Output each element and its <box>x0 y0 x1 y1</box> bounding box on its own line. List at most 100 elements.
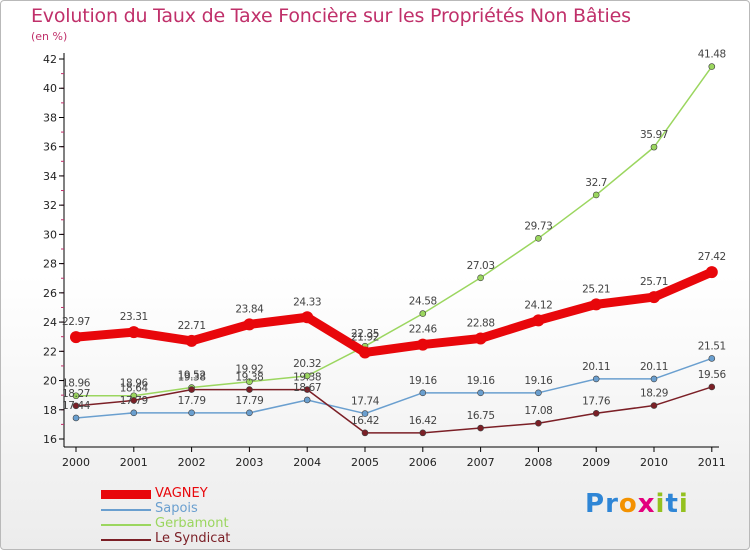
data-label: 17.79 <box>235 395 263 407</box>
y-tick-label: 18 <box>43 404 57 417</box>
data-point <box>246 386 253 393</box>
data-label: 17.76 <box>582 395 611 407</box>
legend-swatch <box>101 490 151 499</box>
data-label: 19.38 <box>293 372 321 384</box>
data-point <box>359 346 371 359</box>
data-point <box>590 298 603 311</box>
legend-item: VAGNEY <box>101 486 301 502</box>
y-tick-label: 16 <box>43 433 57 446</box>
data-label: 29.73 <box>524 220 552 232</box>
data-point <box>246 378 253 386</box>
y-tick-label: 24 <box>43 316 57 329</box>
data-label: 19.16 <box>409 375 438 387</box>
data-point <box>592 409 600 417</box>
data-label: 25.71 <box>640 276 668 288</box>
data-label: 19.16 <box>524 375 553 387</box>
data-point <box>303 396 311 404</box>
data-point <box>361 410 369 417</box>
x-tick-label: 2005 <box>351 456 379 469</box>
data-point <box>188 386 195 393</box>
y-tick-label: 22 <box>43 345 57 358</box>
logo-letter: r <box>605 489 619 519</box>
data-label: 18.29 <box>640 388 668 400</box>
y-tick-label: 42 <box>43 53 57 66</box>
data-point <box>303 372 311 380</box>
y-tick-label: 36 <box>43 141 57 154</box>
data-label: 35.97 <box>640 129 668 141</box>
data-point <box>474 332 487 345</box>
data-label: 17.79 <box>120 395 148 407</box>
data-label: 21.92 <box>351 331 379 343</box>
legend-label: Sapois <box>155 501 198 516</box>
proxiti-logo: Proxiti <box>585 489 689 519</box>
data-label: 16.42 <box>351 415 379 427</box>
data-point <box>127 326 140 339</box>
data-point <box>130 397 138 404</box>
x-tick-label: 2011 <box>698 456 726 469</box>
data-label: 22.35 <box>351 328 379 340</box>
data-label: 16.42 <box>409 415 437 427</box>
data-point <box>532 314 545 327</box>
data-label: 17.79 <box>178 395 206 407</box>
series-line-le-syndicat <box>75 386 713 434</box>
data-label: 41.48 <box>698 49 726 61</box>
x-tick-label: 2002 <box>178 456 206 469</box>
logo-letter: o <box>618 489 638 519</box>
legend-swatch <box>101 524 151 526</box>
data-label: 19.38 <box>178 372 206 384</box>
data-point <box>361 429 369 437</box>
x-tick-label: 2000 <box>62 456 90 469</box>
data-point <box>419 429 427 437</box>
data-point <box>477 274 484 282</box>
data-point <box>592 375 600 383</box>
y-tick-label: 38 <box>43 111 57 124</box>
x-tick-label: 2008 <box>524 456 552 469</box>
legend-swatch <box>101 509 151 511</box>
data-point <box>70 331 82 344</box>
data-label: 16.75 <box>467 410 495 422</box>
data-label: 24.58 <box>409 296 437 308</box>
data-label: 18.27 <box>62 388 90 400</box>
y-tick-label: 28 <box>43 258 57 271</box>
data-label: 21.51 <box>698 340 726 352</box>
data-point <box>301 311 314 324</box>
data-point <box>708 63 716 70</box>
data-label: 19.92 <box>235 364 263 376</box>
logo-letter: t <box>665 489 679 519</box>
x-tick-label: 2007 <box>467 456 495 469</box>
data-label: 27.42 <box>698 251 726 263</box>
data-point <box>188 409 195 417</box>
data-label: 20.11 <box>582 361 610 373</box>
y-tick-label: 20 <box>43 375 57 388</box>
legend-label: Le Syndicat <box>155 531 231 546</box>
data-point <box>650 143 658 151</box>
data-point <box>477 424 484 432</box>
data-label: 19.52 <box>178 370 206 382</box>
data-label: 25.21 <box>582 283 610 295</box>
data-label: 17.08 <box>524 405 552 417</box>
data-point <box>650 375 658 383</box>
chart-unit: (en %) <box>31 30 68 43</box>
data-label: 23.31 <box>120 311 148 323</box>
data-point <box>419 310 427 317</box>
data-label: 24.33 <box>293 296 321 308</box>
series-line-sapois <box>75 357 713 419</box>
x-tick-label: 2003 <box>235 456 263 469</box>
logo-letter: P <box>585 489 606 519</box>
data-label: 18.96 <box>62 378 91 390</box>
data-label: 23.84 <box>235 303 264 315</box>
data-point <box>708 383 716 391</box>
logo-letter: x <box>637 489 656 519</box>
data-point <box>72 414 80 422</box>
data-label: 19.16 <box>467 375 496 387</box>
x-tick-label: 2001 <box>120 456 148 469</box>
data-point <box>243 318 256 331</box>
legend-item: Le Syndicat <box>101 531 301 547</box>
data-label: 22.97 <box>62 316 90 328</box>
data-point <box>592 191 600 199</box>
data-point <box>477 389 484 397</box>
legend-label: Gerbamont <box>155 516 229 531</box>
data-label: 20.11 <box>640 361 668 373</box>
x-tick-label: 2010 <box>640 456 668 469</box>
